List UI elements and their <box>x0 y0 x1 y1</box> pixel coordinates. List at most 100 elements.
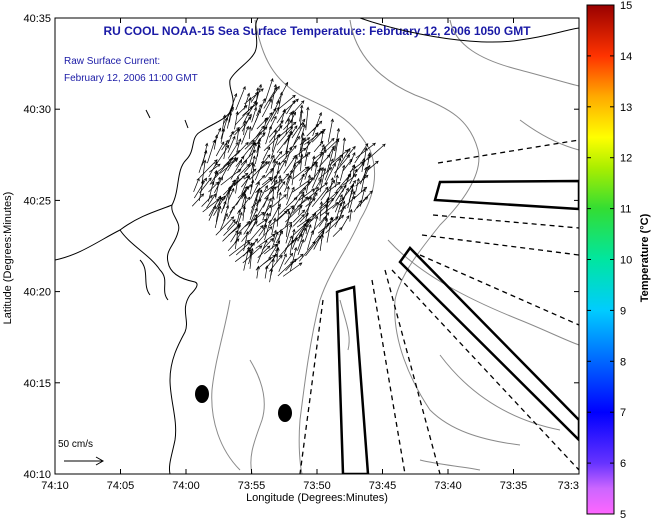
current-vector <box>319 167 324 186</box>
colorbar-tick-label: 15 <box>620 0 632 12</box>
current-vector-head <box>242 205 246 210</box>
current-vector-head <box>300 238 305 243</box>
current-vector-head <box>235 111 239 115</box>
current-vector <box>265 155 275 174</box>
current-vector <box>249 180 254 195</box>
current-vector <box>298 132 304 157</box>
current-vector <box>248 126 268 145</box>
current-vector-head <box>274 160 278 165</box>
raritan-inlet <box>119 229 169 301</box>
lane-boundary <box>384 269 441 474</box>
current-vector-head <box>258 83 262 88</box>
current-vector-head <box>269 267 274 272</box>
current-vector-head <box>245 231 249 235</box>
current-vector <box>215 216 234 236</box>
current-vector-head <box>296 135 300 140</box>
current-vector-head <box>301 193 305 198</box>
current-vector-head <box>273 107 277 112</box>
jetty-line <box>145 109 151 119</box>
current-vector-head <box>298 262 303 266</box>
current-vector-head <box>214 169 218 174</box>
current-vector-head <box>338 157 342 162</box>
current-vector-head <box>324 182 328 186</box>
current-vector <box>298 188 315 201</box>
current-vector-head <box>251 179 255 184</box>
current-vector <box>347 183 354 209</box>
current-vector-head <box>289 111 293 116</box>
current-vector <box>251 107 257 123</box>
current-vector-head <box>254 238 259 242</box>
current-vector-head <box>345 187 349 192</box>
current-vector-head <box>293 246 298 251</box>
current-vector <box>243 162 254 173</box>
current-vector <box>300 138 304 164</box>
current-vector <box>353 200 362 213</box>
current-vector <box>229 108 233 123</box>
current-vector <box>226 219 236 230</box>
current-vector-head <box>297 160 301 165</box>
current-vector <box>243 93 250 110</box>
current-vector <box>249 225 264 242</box>
current-vector <box>227 238 240 252</box>
current-vector-head <box>294 125 298 129</box>
current-vector-head <box>270 78 274 82</box>
current-vector <box>348 191 355 214</box>
current-vector-head <box>258 131 262 136</box>
current-vector-head <box>271 154 275 159</box>
current-vector-head <box>268 125 273 130</box>
current-vector <box>279 145 297 165</box>
x-tick-label: 74:10 <box>41 480 69 492</box>
current-vector-head <box>246 246 250 251</box>
current-vector-head <box>325 212 330 216</box>
current-vector <box>250 182 260 200</box>
current-vector <box>256 104 262 117</box>
current-vector <box>243 214 257 235</box>
current-vector-head <box>314 163 318 168</box>
current-vector-head <box>205 142 209 147</box>
current-vector <box>223 221 238 236</box>
current-vector <box>286 186 289 200</box>
current-vector-head <box>282 180 286 185</box>
current-vector-head <box>300 100 305 104</box>
current-vector-head <box>262 97 266 102</box>
current-vector-head <box>256 181 260 186</box>
current-vector-head <box>260 224 264 229</box>
current-vector <box>312 167 322 188</box>
current-vector <box>251 109 261 131</box>
current-vector-head <box>361 157 366 162</box>
current-vector-head <box>363 186 368 191</box>
current-vector <box>319 234 323 251</box>
current-vector <box>276 181 286 194</box>
current-vector <box>219 158 238 174</box>
current-vector <box>292 191 305 209</box>
current-vector-head <box>352 164 356 169</box>
current-vector-head <box>293 145 297 149</box>
current-vector-head <box>196 177 200 182</box>
current-vector <box>285 258 297 272</box>
current-vector <box>213 135 218 150</box>
current-vector-head <box>305 153 309 157</box>
current-vector-head <box>246 175 250 179</box>
current-vector <box>264 265 268 279</box>
current-vector <box>320 180 335 201</box>
current-vector-head <box>232 179 236 184</box>
current-vector <box>265 112 273 124</box>
current-vector <box>236 138 241 153</box>
current-vector-head <box>313 161 317 165</box>
plot-frame <box>54 17 580 475</box>
current-vector <box>334 128 340 152</box>
current-vector <box>312 216 318 236</box>
current-vector <box>208 181 219 193</box>
current-vector <box>221 157 234 178</box>
current-vector-head <box>225 116 229 121</box>
legend-line-1: Raw Surface Current: <box>64 56 160 67</box>
current-vector <box>305 220 309 235</box>
current-vector-head <box>292 99 296 104</box>
current-vector-head <box>292 94 296 99</box>
current-vector <box>255 87 259 109</box>
current-vector <box>284 125 298 145</box>
current-vector-head <box>293 258 297 263</box>
current-vector <box>297 227 306 251</box>
current-vector-head <box>291 206 295 211</box>
current-vector-head <box>211 181 215 185</box>
